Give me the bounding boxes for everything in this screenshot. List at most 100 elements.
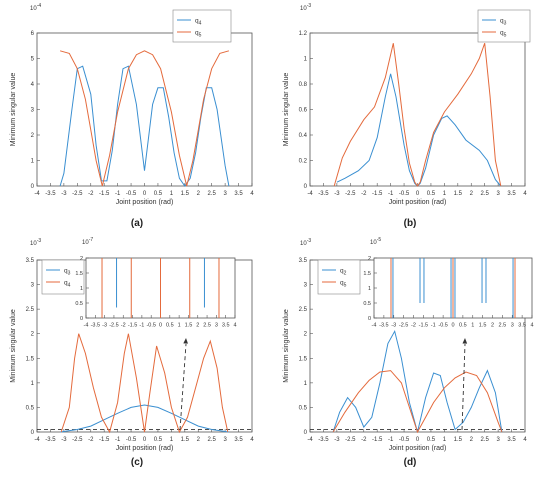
legend-label-q5: q5 [340,280,347,289]
x-tick-label: -0.5 [126,191,137,197]
panel-label-b: (b) [404,218,417,229]
inset-x-tick-label: -4 [372,323,377,329]
legend-box [41,259,85,295]
x-tick-label: 1.5 [181,191,190,197]
inset-x-tick-label: 0 [159,323,162,329]
x-tick-label: 0 [143,191,147,197]
chart-panel-d: -4 -3.5 -3 -2.5 -2 -1.5 -1 -0.5 0 0.5 1 1.5 2 2.5 3 3.5… [283,237,534,468]
chart-panel-c: -4 -3.5 -3 -2.5 -2 -1.5 -1 -0.5 0 0.5 1 1.5 2 2.5 3 3.5… [10,237,254,468]
y-tick-label: 0.2 [299,159,308,165]
x-tick-label: -1.5 [99,191,110,197]
x-tick-label: 1 [443,437,447,443]
y-tick-label: 2 [304,332,308,338]
y-tick-label: 1.5 [299,356,308,362]
y-tick-label: 3.5 [26,258,35,264]
x-tick-label: 0.5 [427,437,436,443]
x-tick-label: 0.5 [427,191,436,197]
series-line-q4 [60,333,229,434]
y-tick-label: 1 [304,57,308,63]
x-tick-label: 1 [443,191,447,197]
inset-x-tick-label: -0.5 [438,323,447,329]
inset-x-tick-label: 3 [215,323,218,329]
inset-y-tick-label: 1.5 [75,271,83,277]
series-line-q5 [59,50,230,187]
y-tick-label: 2 [31,332,35,338]
x-tick-label: -4 [34,437,40,443]
inset-y-tick-label: 0.5 [363,301,371,307]
series-line-q3 [336,73,502,187]
x-tick-label: -2 [361,191,367,197]
series-line-q3 [60,404,229,433]
x-tick-label: 2 [470,437,474,443]
y-tick-label: 3.5 [299,258,308,264]
x-tick-label: 3.5 [234,437,243,443]
inset-x-tick-label: 0 [451,323,454,329]
y-tick-label: 0 [304,184,308,190]
legend-label-q4: q4 [64,280,71,289]
x-tick-label: -3 [334,191,340,197]
legend-box [172,9,232,43]
y-tick-label: 6 [31,31,35,37]
panel-label-a: (a) [131,218,143,229]
x-tick-label: 1.5 [454,191,463,197]
x-tick-label: -4 [34,191,40,197]
x-tick-label: 2 [197,191,201,197]
inset-panel-d: -4 -3.5 -3 -2.5 -2 -1.5 -1 -0.5 0 0.5 1 1.5 2 2.5 3 3.5… [363,237,533,329]
x-tick-label: -2 [88,437,94,443]
inset-x-tick-label: 4 [233,323,236,329]
inset-x-tick-label: 1 [471,323,474,329]
legend-label-q2: q2 [340,268,347,277]
legend-label-q3: q3 [500,18,507,27]
y-tick-label: 0.5 [299,405,308,411]
x-tick-label: 3 [496,437,500,443]
inset-x-tick-label: 3.5 [518,323,526,329]
inset-y-tick-label: 0 [368,316,371,322]
inset-x-tick-label: 2 [491,323,494,329]
x-axis-label: Joint position (rad) [116,445,174,452]
inset-x-tick-label: -1 [139,323,144,329]
x-tick-label: -1.5 [372,437,383,443]
inset-axis-exponent: 10-5 [370,237,381,246]
inset-x-tick-label: 1 [178,323,181,329]
x-axis-label: Joint position (rad) [389,199,447,206]
inset-x-tick-label: 0.5 [459,323,467,329]
legend-box [477,9,531,43]
inset-x-tick-label: 0.5 [166,323,174,329]
x-tick-label: -1 [388,437,394,443]
inset-x-tick-label: 1.5 [185,323,193,329]
x-tick-label: 1.5 [181,437,190,443]
inset-x-tick-label: -1.5 [128,323,137,329]
inset-x-tick-label: -1 [431,323,436,329]
y-tick-label: 5 [31,57,35,63]
y-tick-label: 1.5 [26,356,35,362]
inset-y-tick-label: 0.5 [75,301,83,307]
x-tick-label: 3 [496,191,500,197]
zoom-arrow-line [179,343,187,431]
inset-y-tick-label: 1.5 [363,271,371,277]
inset-x-tick-label: -2 [121,323,126,329]
axis-exponent: 10-3 [300,3,311,12]
axis-exponent: 10-3 [30,238,41,247]
y-tick-label: 0 [31,184,35,190]
inset-x-tick-label: -0.5 [146,323,155,329]
y-axis-label: Minimum singular value [10,73,17,147]
x-tick-label: 3.5 [507,437,516,443]
x-tick-label: 4 [250,191,254,197]
inset-x-tick-label: -1.5 [419,323,428,329]
inset-panel-c: -4 -3.5 -3 -2.5 -2 -1.5 -1 -0.5 0 0.5 1 1.5 2 2.5 3 3.5… [75,237,236,329]
axes-box [36,32,253,187]
x-tick-label: -3 [61,191,67,197]
legend-box [317,259,361,295]
x-tick-label: -4 [307,191,313,197]
x-tick-label: 0 [143,437,147,443]
x-tick-label: -2.5 [345,191,356,197]
y-axis-label: Minimum singular value [283,309,290,383]
x-tick-label: 1 [170,191,174,197]
x-tick-label: -0.5 [126,437,137,443]
y-tick-label: 0.6 [299,108,308,114]
y-tick-label: 2.5 [299,307,308,313]
x-tick-label: 1 [170,437,174,443]
x-tick-label: -2.5 [72,191,83,197]
x-tick-label: -3.5 [318,191,329,197]
x-tick-label: -2.5 [72,437,83,443]
